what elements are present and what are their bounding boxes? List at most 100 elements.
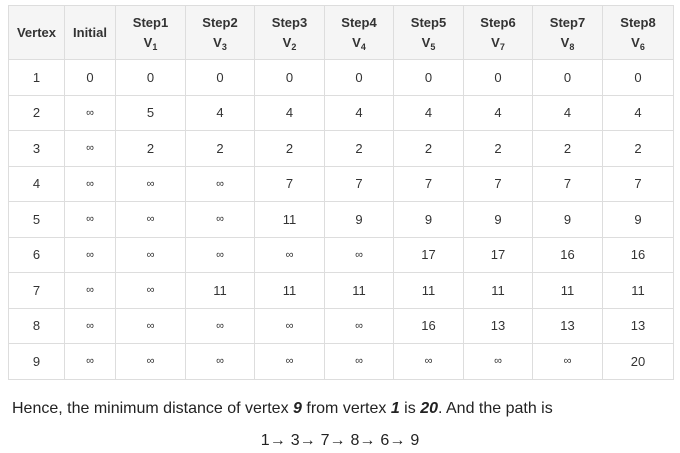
distance-cell: 0 xyxy=(115,59,186,96)
conclusion-part4: . And the path is xyxy=(437,400,553,417)
distance-cell: 2 xyxy=(532,130,603,167)
path-node: 3 xyxy=(290,432,300,449)
vertex-cell: 1 xyxy=(8,59,65,96)
column-header: Step1 V1 xyxy=(115,5,186,60)
column-header: Step8 V6 xyxy=(602,5,674,60)
distance-cell: 17 xyxy=(463,236,533,273)
shortest-path: 1→ 3→ 7→ 8→ 6→ 9 xyxy=(0,432,680,450)
distance-cell: 9 xyxy=(463,201,533,238)
distance-cell: 0 xyxy=(602,59,674,96)
table-row: 6 ∞ ∞ ∞ ∞ ∞ 17 17 16 16 xyxy=(8,236,674,273)
distance-cell: 2 xyxy=(185,130,255,167)
column-header-label: Step1 xyxy=(132,14,169,30)
column-header-label: Step3 xyxy=(271,14,308,30)
table-body: 1 0 0 0 0 0 0 0 0 0 2 ∞ 5 4 4 4 4 4 4 4 3 ∞ 2 2 2 2 2 2 2 2 4 ∞ ∞ ∞ 7 7 7 7 7 7… xyxy=(8,59,674,380)
distance-cell: ∞ xyxy=(115,201,186,238)
distance-cell: 0 xyxy=(463,59,533,96)
distance-cell: 9 xyxy=(602,201,674,238)
distance-cell: 2 xyxy=(393,130,464,167)
distance-cell: 11 xyxy=(185,272,255,309)
distance-cell: 4 xyxy=(463,94,533,131)
path-node: 7 xyxy=(320,432,330,449)
distance-cell: ∞ xyxy=(254,236,325,273)
table-row: 7 ∞ ∞ 11 11 11 11 11 11 11 xyxy=(8,272,674,309)
column-header: Vertex xyxy=(8,5,65,60)
distance-cell: 13 xyxy=(463,307,533,344)
distance-cell: 13 xyxy=(532,307,603,344)
distance-cell: ∞ xyxy=(115,343,186,380)
distance-cell: 7 xyxy=(324,165,394,202)
distance-cell: ∞ xyxy=(115,165,186,202)
table-row: 2 ∞ 5 4 4 4 4 4 4 4 xyxy=(8,94,674,131)
distance-cell: ∞ xyxy=(64,343,116,380)
distance-cell: 2 xyxy=(254,130,325,167)
distance-cell: 11 xyxy=(602,272,674,309)
vertex-cell: 7 xyxy=(8,272,65,309)
column-header: Step2 V3 xyxy=(185,5,255,60)
column-header-label: Step8 xyxy=(620,14,656,30)
distance-cell: 17 xyxy=(393,236,464,273)
column-header-vertex-index: 7 xyxy=(499,41,505,52)
conclusion-part2: from vertex xyxy=(301,400,391,417)
distance-cell: 2 xyxy=(602,130,674,167)
vertex-cell: 5 xyxy=(8,201,65,238)
distance-cell: 4 xyxy=(185,94,255,131)
distance-cell: 11 xyxy=(324,272,394,309)
column-header-vertex-index: 5 xyxy=(430,41,436,52)
column-header-vertex: V xyxy=(282,34,292,50)
distance-cell: 0 xyxy=(393,59,464,96)
table-header: Vertex Initial Step1 V1 Step2 V3 Step3 V2 Step4 V… xyxy=(8,5,674,60)
conclusion-part1: Hence, the minimum distance of vertex xyxy=(12,400,294,417)
distance-cell: 5 xyxy=(115,94,186,131)
distance-cell: 0 xyxy=(532,59,603,96)
distance-cell: ∞ xyxy=(115,236,186,273)
column-header-vertex: V xyxy=(213,34,222,50)
distance-cell: ∞ xyxy=(115,307,186,344)
column-header: Step6 V7 xyxy=(463,5,533,60)
column-header: Step7 V8 xyxy=(532,5,603,60)
distance-cell: 13 xyxy=(602,307,674,344)
distance-cell: ∞ xyxy=(463,343,533,380)
path-node: 1 xyxy=(260,432,270,449)
distance-cell: 2 xyxy=(115,130,186,167)
conclusion-part3: is xyxy=(399,400,421,417)
distance-cell: 0 xyxy=(254,59,325,96)
vertex-cell: 6 xyxy=(8,236,65,273)
vertex-cell: 9 xyxy=(8,343,65,380)
distance-cell: ∞ xyxy=(64,94,116,131)
distance-cell: ∞ xyxy=(64,165,116,202)
distance-cell: 0 xyxy=(64,59,116,96)
distance-cell: 7 xyxy=(393,165,464,202)
distance-cell: ∞ xyxy=(185,236,255,273)
source-vertex: 1 xyxy=(390,400,400,417)
arrow-icon: → xyxy=(269,432,286,449)
column-header-vertex: V xyxy=(491,34,500,50)
path-node: 8 xyxy=(350,432,360,449)
dijkstra-table: Vertex Initial Step1 V1 Step2 V3 Step3 V2 Step4 V… xyxy=(8,5,674,380)
distance-cell: ∞ xyxy=(532,343,603,380)
table-row: 4 ∞ ∞ ∞ 7 7 7 7 7 7 xyxy=(8,165,674,202)
column-header-label: Step5 xyxy=(410,14,447,30)
table-row: 5 ∞ ∞ ∞ 11 9 9 9 9 9 xyxy=(8,201,674,238)
column-header-label: Step7 xyxy=(549,14,586,30)
vertex-cell: 4 xyxy=(8,165,65,202)
arrow-icon: → xyxy=(389,432,406,449)
distance-cell: ∞ xyxy=(185,307,255,344)
distance-cell: ∞ xyxy=(324,236,394,273)
distance-cell: 11 xyxy=(532,272,603,309)
distance-cell: 9 xyxy=(393,201,464,238)
column-header: Step3 V2 xyxy=(254,5,325,60)
column-header-label: Step2 xyxy=(202,14,238,30)
distance-cell: 11 xyxy=(254,272,325,309)
distance-cell: ∞ xyxy=(64,201,116,238)
distance-cell: 0 xyxy=(185,59,255,96)
path-node: 9 xyxy=(410,432,420,449)
table-row: 3 ∞ 2 2 2 2 2 2 2 2 xyxy=(8,130,674,167)
column-header-vertex: V xyxy=(631,34,640,50)
column-header: Step5 V5 xyxy=(393,5,464,60)
distance-cell: 16 xyxy=(393,307,464,344)
column-header-vertex-index: 8 xyxy=(569,41,575,52)
arrow-icon: → xyxy=(329,432,346,449)
vertex-cell: 3 xyxy=(8,130,65,167)
vertex-cell: 2 xyxy=(8,94,65,131)
